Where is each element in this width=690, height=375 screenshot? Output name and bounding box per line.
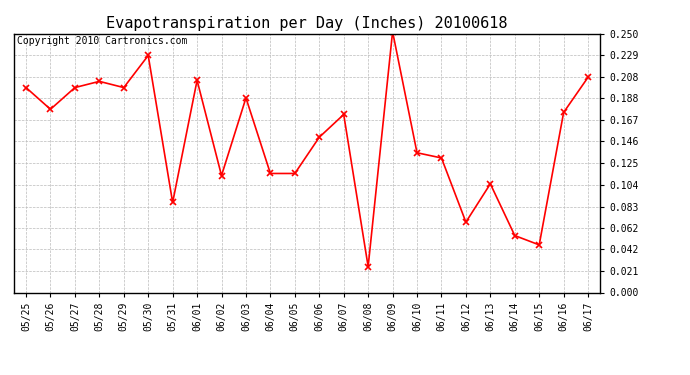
Text: Copyright 2010 Cartronics.com: Copyright 2010 Cartronics.com	[17, 36, 187, 46]
Title: Evapotranspiration per Day (Inches) 20100618: Evapotranspiration per Day (Inches) 2010…	[106, 16, 508, 31]
